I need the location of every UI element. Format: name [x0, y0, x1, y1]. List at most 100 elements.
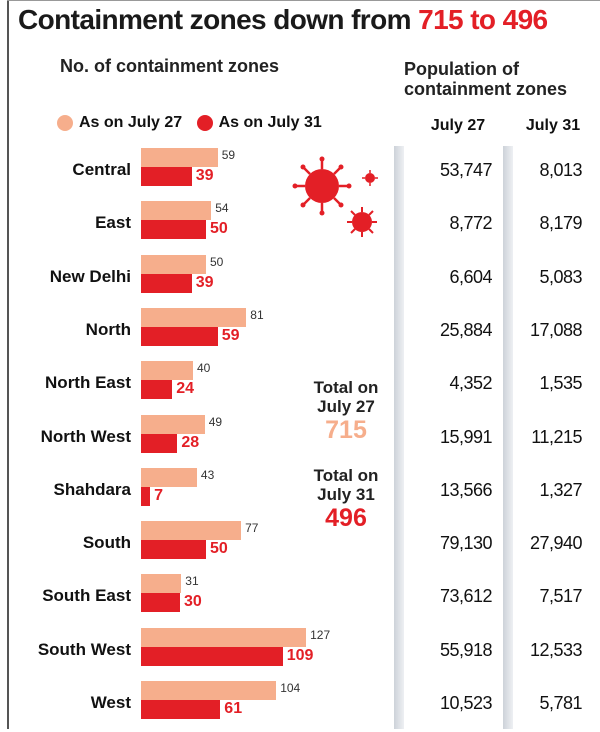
bar-jul27 [141, 254, 206, 274]
bar-jul31 [141, 700, 221, 719]
population-jul27: 15,991 [439, 426, 493, 447]
category-label: Central [72, 160, 131, 179]
chart-row: North East 40 24 4,352 1,535 [0, 359, 600, 412]
virus-icon [292, 156, 378, 237]
population-jul27: 6,604 [449, 266, 492, 287]
chart-row: Shahdara 43 7 13,566 1,327 [0, 466, 600, 519]
chart-row: Central 59 39 53,747 8,013 [0, 146, 600, 199]
legend-item-jul31: As on July 31 [196, 114, 322, 132]
bar-jul31 [141, 167, 192, 186]
chart-title: Containment zones down from 715 to 496 [18, 4, 548, 36]
data-label-jul27: 104 [280, 681, 301, 695]
bar-jul31 [141, 540, 206, 560]
total-jul27: Total on July 27 715 [296, 378, 396, 444]
frame-left-border [7, 0, 9, 729]
data-label-jul27: 49 [208, 414, 223, 429]
bar-jul27 [141, 467, 197, 487]
population-jul31: 5,083 [539, 266, 582, 287]
population-jul31: 1,327 [539, 479, 582, 500]
data-label-jul31: 61 [224, 700, 243, 717]
data-label-jul31: 50 [210, 540, 228, 558]
chart-row: New Delhi 50 39 6,604 5,083 [0, 253, 600, 306]
population-jul27: 55,918 [439, 639, 493, 660]
population-jul27: 53,747 [439, 160, 493, 180]
data-label-jul31: 30 [184, 593, 202, 611]
zones-header: No. of containment zones [60, 56, 280, 76]
bar-jul27 [141, 307, 247, 327]
population-jul27: 79,130 [439, 533, 493, 554]
population-jul27: 4,352 [449, 373, 492, 394]
total-jul31: Total on July 31 496 [296, 466, 396, 532]
title-highlight: 715 to 496 [418, 4, 548, 35]
category-label: New Delhi [49, 266, 131, 286]
population-column-shade-left [394, 146, 404, 729]
total-jul27-label: Total on July 27 [313, 378, 379, 416]
legend: As on July 27 As on July 31 [57, 114, 332, 136]
data-label-jul27: 40 [197, 361, 211, 376]
population-jul27: 8,772 [449, 213, 492, 234]
chart-row: North West 49 28 15,991 11,215 [0, 413, 600, 466]
bar-jul27 [141, 627, 307, 647]
data-label-jul31: 109 [286, 646, 314, 664]
legend-swatch-jul31 [196, 115, 213, 131]
population-jul31: 7,517 [539, 586, 582, 607]
category-label: Shahdara [53, 479, 131, 499]
category-label: South East [42, 586, 131, 606]
chart-row: West 104 61 10,523 5,781 [0, 679, 600, 732]
chart-row: South East 31 30 73,612 7,517 [0, 572, 600, 625]
data-label-jul27: 81 [250, 307, 264, 322]
data-label-jul31: 59 [221, 326, 240, 344]
population-jul31: 27,940 [529, 533, 583, 554]
chart-row: South 77 50 79,130 27,940 [0, 519, 600, 572]
bar-jul31 [141, 380, 173, 400]
bar-jul31 [141, 273, 192, 293]
category-label: North East [45, 373, 131, 393]
legend-item-jul27: As on July 27 [57, 114, 182, 132]
bar-jul27 [141, 681, 277, 700]
population-jul27: 13,566 [439, 479, 493, 500]
column-header-jul27: July 27 [430, 117, 486, 134]
bar-jul27 [141, 361, 193, 381]
data-label-jul31: 50 [210, 220, 228, 238]
title-prefix: Containment zones down from [18, 4, 419, 35]
bar-jul31 [141, 433, 178, 453]
population-jul31: 17,088 [529, 319, 583, 340]
bar-jul31 [141, 646, 283, 666]
population-jul27: 10,523 [439, 693, 493, 713]
bar-jul31 [141, 326, 218, 346]
legend-swatch-jul27 [57, 115, 73, 131]
legend-label-jul31: As on July 31 [218, 114, 322, 131]
data-label-jul31: 39 [195, 273, 214, 291]
data-label-jul31: 7 [154, 486, 163, 504]
bar-jul27 [141, 574, 182, 594]
data-label-jul27: 77 [245, 521, 259, 536]
population-jul31: 5,781 [539, 693, 582, 713]
category-label: East [95, 213, 131, 233]
data-label-jul31: 24 [176, 380, 194, 398]
category-label: South West [37, 639, 131, 659]
data-label-jul27: 50 [210, 254, 224, 269]
bar-jul31 [141, 220, 206, 240]
population-jul31: 1,535 [539, 373, 582, 394]
population-jul31: 11,215 [531, 426, 582, 447]
data-label-jul27: 43 [200, 467, 215, 482]
population-column-shade-mid [503, 146, 513, 729]
bar-jul27 [141, 148, 218, 167]
data-label-jul27: 31 [185, 574, 199, 589]
data-label-jul27: 54 [215, 201, 229, 216]
total-jul31-label: Total on July 31 [313, 466, 379, 504]
bar-jul27 [141, 414, 205, 434]
population-jul31: 8,013 [539, 160, 582, 180]
category-label: North [85, 319, 131, 339]
population-jul27: 25,884 [439, 319, 493, 340]
category-label: West [90, 693, 131, 712]
chart-row: East 54 50 8,772 8,179 [0, 199, 600, 252]
frame-top-border [7, 0, 600, 1]
category-label: South [82, 533, 131, 553]
data-label-jul27: 127 [310, 627, 331, 642]
total-jul27-value: 715 [325, 416, 367, 444]
bar-jul31 [141, 593, 180, 613]
data-label-jul31: 39 [195, 167, 214, 184]
legend-label-jul27: As on July 27 [79, 114, 183, 131]
category-label: North West [40, 426, 131, 446]
